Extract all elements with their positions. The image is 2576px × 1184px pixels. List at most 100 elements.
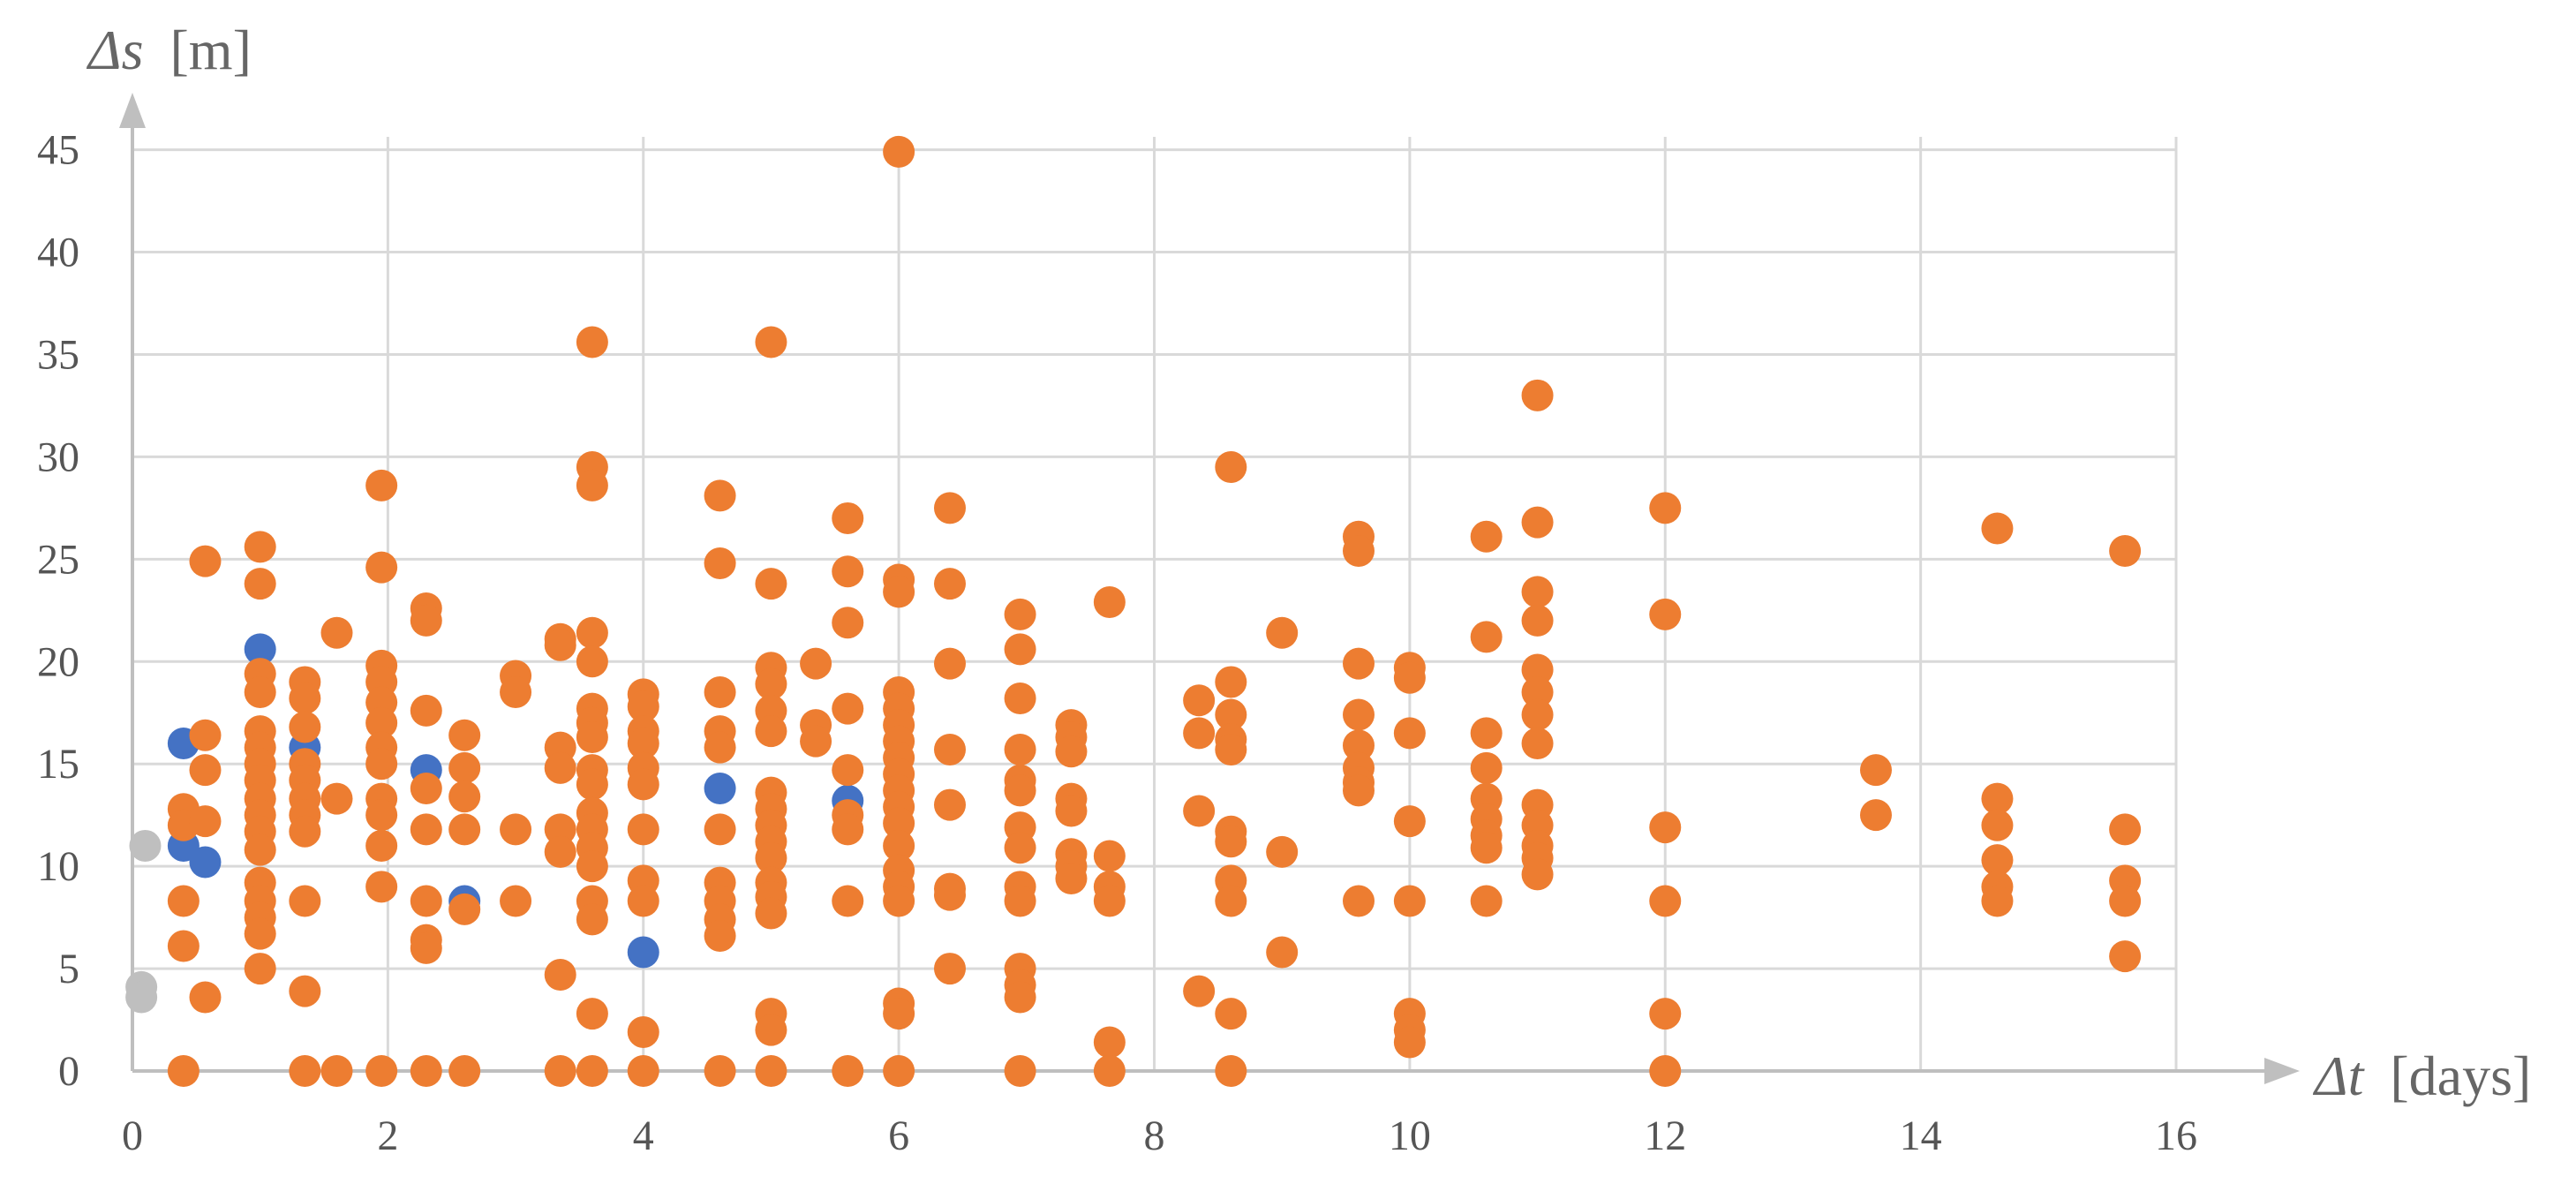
data-point (1093, 885, 1126, 917)
y-tick-label: 0 (58, 1048, 79, 1095)
data-point (1343, 729, 1375, 762)
x-tick-label: 8 (1144, 1112, 1165, 1159)
data-point (189, 754, 222, 787)
data-point (1055, 735, 1088, 768)
y-tick-label: 10 (37, 843, 79, 890)
data-point (1470, 520, 1503, 553)
data-point (1004, 1055, 1036, 1087)
data-point (576, 326, 608, 358)
data-point (934, 492, 966, 524)
data-point (755, 1055, 787, 1087)
data-point (365, 799, 398, 832)
data-point (1981, 885, 2014, 917)
data-point (544, 751, 576, 784)
data-point (883, 1055, 915, 1087)
data-point (167, 1055, 200, 1087)
x-axis-unit: [days] (2390, 1044, 2531, 1107)
data-point (544, 629, 576, 661)
data-point (704, 676, 736, 709)
data-point (1215, 666, 1247, 698)
data-point (244, 633, 276, 666)
data-point (1521, 604, 1554, 637)
data-point (1393, 661, 1426, 694)
data-points (125, 135, 2142, 1087)
data-point (755, 326, 787, 358)
data-point (448, 893, 481, 925)
data-point (1343, 774, 1375, 807)
data-point (448, 781, 481, 813)
data-point (448, 813, 481, 846)
data-point (934, 733, 966, 765)
data-point (1649, 998, 1682, 1030)
data-point (320, 782, 353, 815)
x-axis-symbol: Δt (2312, 1044, 2366, 1107)
data-point (832, 1055, 864, 1087)
data-point (832, 885, 864, 917)
data-point (627, 690, 659, 723)
data-point (1004, 682, 1036, 714)
y-tick-label: 45 (37, 127, 79, 174)
data-point (934, 953, 966, 985)
y-axis-unit: [m] (169, 19, 251, 81)
data-point (1183, 717, 1216, 750)
data-point (365, 469, 398, 502)
data-point (1859, 799, 1892, 832)
data-point (627, 885, 659, 917)
y-axis-arrow (119, 93, 146, 128)
x-tick-labels: 0 2 4 6 8 10 12 14 16 (122, 1112, 2197, 1159)
data-point (576, 1055, 608, 1087)
data-point (1266, 936, 1299, 969)
data-point (1215, 826, 1247, 858)
data-point (189, 805, 222, 838)
data-point (883, 135, 915, 168)
data-point (2109, 813, 2142, 846)
data-point (365, 748, 398, 781)
data-point (365, 551, 398, 584)
data-point (934, 647, 966, 680)
data-point (544, 835, 576, 868)
data-point (1215, 998, 1247, 1030)
data-point (755, 715, 787, 748)
data-point (832, 813, 864, 846)
data-point (627, 1015, 659, 1048)
x-tick-label: 16 (2155, 1112, 2197, 1159)
data-point (1393, 805, 1426, 838)
y-tick-label: 20 (37, 638, 79, 685)
data-point (289, 815, 321, 848)
data-point (1981, 782, 2014, 815)
data-point (544, 1055, 576, 1087)
x-tick-label: 6 (888, 1112, 909, 1159)
data-point (244, 917, 276, 950)
y-tick-label: 30 (37, 434, 79, 480)
data-point (2109, 885, 2142, 917)
data-point (627, 768, 659, 801)
data-point (289, 885, 321, 917)
data-point (410, 813, 442, 846)
data-point (576, 903, 608, 936)
y-tick-labels: 0 5 10 15 20 25 30 35 40 45 (37, 127, 79, 1095)
data-point (1981, 844, 2014, 877)
data-point (627, 936, 659, 969)
data-point (1183, 684, 1216, 717)
x-tick-label: 12 (1644, 1112, 1686, 1159)
data-point (1004, 885, 1036, 917)
data-point (167, 885, 200, 917)
data-point (1521, 858, 1554, 891)
data-point (500, 885, 532, 917)
data-point (1521, 728, 1554, 759)
x-tick-label: 0 (122, 1112, 143, 1159)
data-point (1470, 751, 1503, 784)
data-point (832, 692, 864, 725)
data-point (576, 616, 608, 649)
data-point (1004, 774, 1036, 807)
data-point (755, 568, 787, 600)
data-point (1981, 809, 2014, 841)
data-point (365, 706, 398, 739)
x-axis-title: Δt [days] (2312, 1044, 2531, 1107)
data-point (410, 1055, 442, 1087)
data-point (1470, 621, 1503, 653)
data-point (883, 885, 915, 917)
data-point (576, 645, 608, 678)
data-point (1521, 576, 1554, 608)
data-point (2109, 940, 2142, 973)
